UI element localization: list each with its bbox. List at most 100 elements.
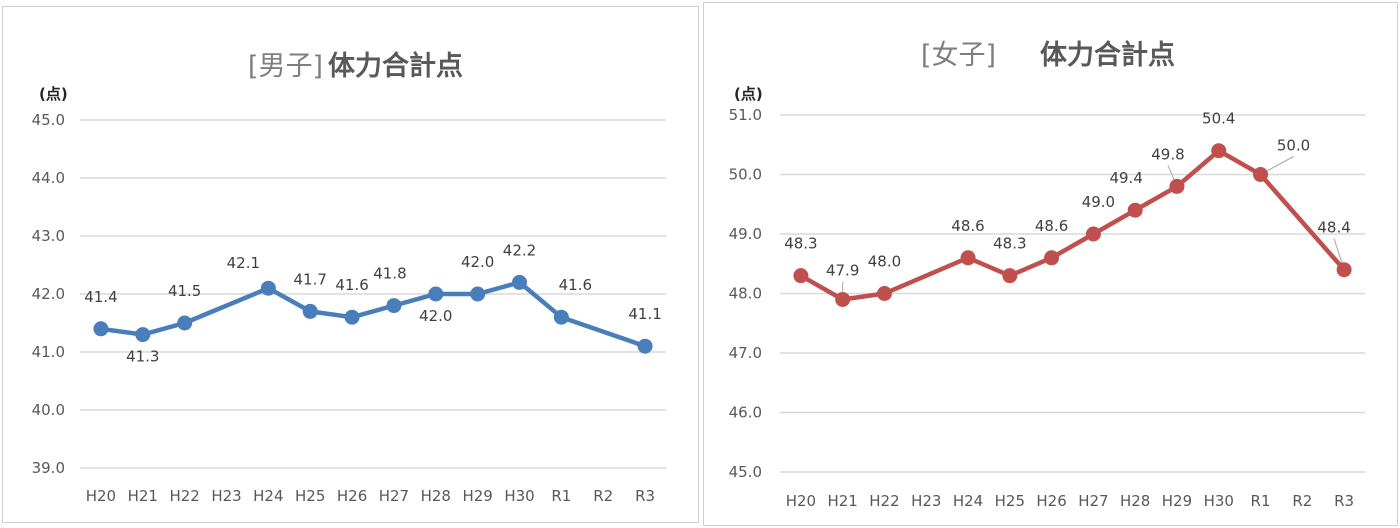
- data-point: [344, 309, 360, 325]
- chart-title-bracket: [男子]: [248, 51, 323, 82]
- data-label: 42.1: [227, 254, 260, 272]
- y-unit-label: (点): [39, 85, 68, 103]
- x-tick-label: H22: [169, 487, 199, 505]
- data-label: 41.5: [168, 282, 201, 300]
- y-tick-label: 41.0: [32, 343, 65, 361]
- x-tick-label: H21: [128, 487, 158, 505]
- data-label: 49.8: [1151, 145, 1184, 163]
- data-point: [1253, 167, 1269, 182]
- data-point: [835, 291, 851, 307]
- x-tick-label: H20: [86, 487, 116, 505]
- data-point: [302, 303, 318, 319]
- x-tick-label: H30: [504, 487, 534, 505]
- data-point: [93, 321, 109, 337]
- data-label: 48.0: [868, 253, 901, 271]
- data-label: 47.9: [826, 261, 859, 279]
- data-point: [1336, 262, 1352, 278]
- data-point: [1169, 178, 1185, 194]
- data-label: 48.3: [784, 235, 817, 253]
- data-point: [470, 286, 486, 302]
- chart-title-bracket: [女子]: [921, 40, 996, 71]
- data-label: 42.0: [461, 253, 494, 271]
- y-tick-label: 46.0: [729, 404, 762, 422]
- male-chart-svg: [男子] 体力合計点 (点) 39.0 40.0 41.0 42.0 43.0 44.0 4…: [32, 50, 666, 505]
- data-label: 41.4: [84, 288, 117, 306]
- data-point: [1044, 250, 1060, 266]
- x-tick-label: H29: [1162, 492, 1192, 510]
- y-tick-label: 47.0: [729, 344, 762, 362]
- x-tick-label: H25: [995, 492, 1025, 510]
- data-points: [93, 274, 653, 354]
- x-axis: H20 H21 H22 H23 H24 H25 H26 H27 H28 H29 H30 R1 R2 R3: [786, 492, 1354, 510]
- data-label: 50.0: [1277, 137, 1310, 155]
- data-label: 41.1: [628, 305, 661, 323]
- x-tick-label: R1: [1251, 492, 1271, 510]
- x-tick-label: H24: [953, 492, 983, 510]
- x-tick-label: H26: [337, 487, 367, 505]
- x-tick-label: R3: [635, 487, 655, 505]
- x-tick-label: H20: [786, 492, 816, 510]
- x-tick-label: H29: [462, 487, 492, 505]
- data-labels: 48.3 47.9 48.0 48.6 48.3 48.6 49.0 49.4 49.8 50.4…: [784, 110, 1351, 280]
- x-tick-label: H22: [869, 492, 899, 510]
- x-tick-label: H24: [253, 487, 283, 505]
- data-point: [876, 286, 892, 301]
- data-labels: 41.4 41.3 41.5 42.1 41.7 41.6 41.8 42.0 42.0 42.2…: [84, 241, 662, 365]
- data-point: [1002, 268, 1018, 284]
- x-tick-label: H25: [295, 487, 325, 505]
- y-tick-label: 51.0: [729, 106, 762, 124]
- data-label: 48.6: [951, 217, 984, 235]
- x-tick-label: H26: [1036, 492, 1066, 510]
- data-label: 49.0: [1082, 193, 1115, 211]
- y-tick-label: 45.0: [729, 463, 762, 481]
- y-tick-label: 49.0: [729, 225, 762, 243]
- data-point: [793, 268, 809, 284]
- y-tick-label: 42.0: [32, 285, 65, 303]
- chart-panel-female: [女子] 体力合計点 (点) 45.0 46.0 47.0 48.0 49.0 50.0 5…: [703, 2, 1398, 526]
- data-label: 48.4: [1317, 219, 1350, 237]
- data-label: 48.3: [993, 235, 1026, 253]
- data-point: [637, 338, 653, 354]
- x-tick-label: H21: [827, 492, 857, 510]
- data-point: [1127, 202, 1143, 218]
- data-point: [1085, 226, 1101, 242]
- data-label: 49.4: [1109, 169, 1142, 187]
- y-unit-label: (点): [734, 85, 763, 103]
- y-tick-label: 48.0: [729, 285, 762, 303]
- y-axis: 45.0 46.0 47.0 48.0 49.0 50.0 51.0: [729, 106, 762, 481]
- y-tick-label: 43.0: [32, 227, 65, 245]
- x-tick-label: H27: [1078, 492, 1108, 510]
- data-label: 42.2: [503, 241, 536, 259]
- x-tick-label: H27: [379, 487, 409, 505]
- data-point: [177, 315, 193, 331]
- x-tick-label: H30: [1204, 492, 1234, 510]
- data-label: 42.0: [419, 307, 452, 325]
- data-label: 41.6: [335, 276, 368, 294]
- chart-panel-male: [男子] 体力合計点 (点) 39.0 40.0 41.0 42.0 43.0 44.0 4…: [2, 6, 699, 523]
- y-tick-label: 39.0: [32, 459, 65, 477]
- data-label: 50.4: [1202, 110, 1235, 128]
- y-tick-label: 40.0: [32, 401, 65, 419]
- data-point: [553, 309, 569, 325]
- female-chart-svg: [女子] 体力合計点 (点) 45.0 46.0 47.0 48.0 49.0 50.0 5…: [729, 39, 1365, 510]
- x-tick-label: R1: [551, 487, 571, 505]
- x-tick-label: H28: [1120, 492, 1150, 510]
- x-axis: H20 H21 H22 H23 H24 H25 H26 H27 H28 H29 H30 R1 R2 R3: [86, 487, 655, 505]
- y-tick-label: 44.0: [32, 169, 65, 187]
- data-point: [960, 250, 976, 266]
- y-tick-label: 45.0: [32, 111, 65, 129]
- data-label: 48.6: [1035, 217, 1068, 235]
- data-point: [386, 298, 402, 314]
- gridlines: [80, 119, 666, 469]
- x-tick-label: R3: [1334, 492, 1354, 510]
- data-point: [1211, 143, 1227, 159]
- data-label: 41.3: [126, 348, 159, 366]
- data-point: [428, 286, 444, 302]
- data-points: [793, 143, 1352, 307]
- data-label: 41.7: [294, 270, 327, 288]
- chart-title: 体力合計点: [328, 50, 463, 82]
- data-point: [135, 327, 151, 343]
- data-label: 41.8: [373, 265, 406, 283]
- data-point: [260, 280, 276, 296]
- y-tick-label: 50.0: [729, 166, 762, 184]
